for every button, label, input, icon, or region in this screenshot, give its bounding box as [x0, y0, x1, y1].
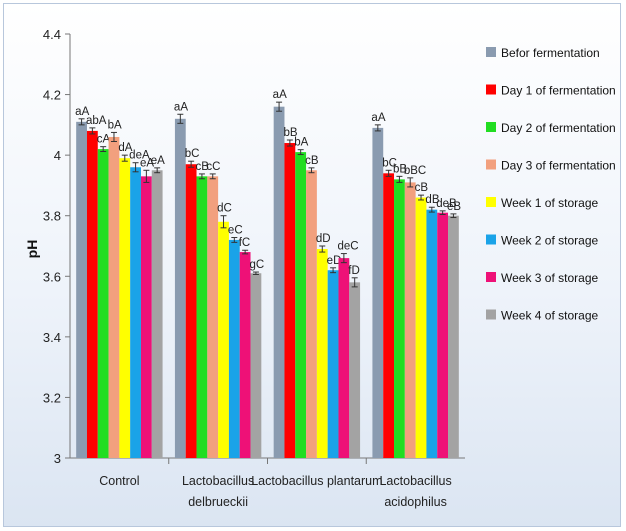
bar — [349, 282, 361, 458]
bar — [250, 273, 262, 458]
legend-swatch — [486, 197, 496, 207]
data-label: eA — [151, 155, 165, 167]
data-label: deA — [129, 150, 150, 162]
legend-label: Day 1 of fermentation — [501, 84, 616, 98]
data-label: abA — [86, 115, 107, 127]
data-label: eC — [228, 225, 243, 237]
legend-label: Week 2 of storage — [501, 234, 598, 248]
data-label: aA — [371, 112, 385, 124]
y-tick-label: 3.6 — [43, 269, 61, 284]
data-label: dC — [217, 203, 232, 215]
legend-swatch — [486, 234, 496, 245]
bar — [383, 173, 395, 459]
x-tick-label: Lactobacillus — [182, 474, 254, 488]
data-label: dB — [425, 194, 439, 206]
data-label: deB — [436, 198, 457, 210]
bar — [151, 170, 163, 459]
x-tick-label: Lactobacillus — [379, 474, 451, 488]
bar — [185, 164, 197, 458]
y-tick-label: 4.2 — [43, 88, 61, 103]
data-label: bB — [393, 163, 407, 175]
y-tick-label: 3.2 — [43, 390, 61, 405]
data-label: dD — [316, 233, 331, 245]
x-tick-label: acidophilus — [384, 495, 447, 509]
bar — [97, 149, 109, 459]
bar — [273, 106, 285, 458]
data-label: eA — [140, 157, 154, 169]
ph-bar-chart: 33.23.43.63.844.24.4pHaAabAcAbAdAdeAeAeA… — [24, 27, 616, 509]
data-label: cB — [305, 155, 319, 167]
bar — [327, 270, 339, 458]
data-label: cC — [206, 161, 220, 173]
data-label: fD — [348, 265, 360, 277]
data-label: bA — [294, 137, 308, 149]
y-tick-label: 4 — [54, 148, 61, 163]
bar — [130, 167, 141, 458]
data-label: aA — [273, 89, 287, 101]
data-label: eD — [327, 255, 342, 267]
bar — [284, 143, 296, 458]
bar — [394, 179, 405, 458]
legend-swatch — [486, 309, 496, 320]
data-label: bA — [108, 119, 122, 131]
bar — [437, 212, 449, 458]
data-label: dA — [118, 142, 132, 154]
bar — [306, 170, 317, 459]
bar — [196, 176, 208, 459]
bar — [108, 136, 120, 458]
data-label: cA — [97, 134, 111, 146]
bar — [86, 130, 98, 458]
y-axis-label: pH — [24, 240, 40, 259]
data-label: bC — [185, 148, 200, 160]
legend-label: Week 3 of storage — [501, 271, 598, 285]
data-label: bBC — [404, 165, 426, 177]
bar — [174, 118, 186, 459]
x-tick-label: Control — [99, 474, 139, 488]
bar — [140, 176, 152, 459]
data-label: aA — [75, 106, 89, 118]
y-tick-label: 4.4 — [43, 27, 61, 42]
data-label: cB — [196, 161, 210, 173]
legend-label: Befor fermentation — [501, 46, 600, 60]
legend-swatch — [486, 122, 496, 132]
legend-swatch — [486, 47, 496, 57]
x-tick-label: Lactobacillus plantarum — [251, 474, 382, 488]
bar — [295, 152, 307, 458]
chart-frame: 3 3.2 3.4 3.6 3.8 4 4.2 4.4 pH aA abA cA bA dA deA eA eA… — [3, 3, 621, 527]
bar — [218, 221, 229, 458]
plot-area: 33.23.43.63.844.24.4pHaAabAcAbAdAdeAeAeA… — [24, 27, 616, 509]
bar — [415, 197, 427, 459]
bar — [76, 121, 87, 458]
bar — [207, 176, 219, 459]
data-label: cB — [415, 182, 429, 194]
bar — [426, 209, 438, 458]
legend-label: Day 3 of fermentation — [501, 159, 616, 173]
y-tick-label: 3.4 — [43, 330, 61, 345]
bar — [338, 258, 350, 458]
data-label: aA — [174, 101, 188, 113]
bar — [316, 249, 328, 458]
bar — [404, 182, 416, 458]
y-tick-label: 3 — [54, 451, 61, 466]
bar — [119, 158, 131, 458]
legend-swatch — [486, 84, 496, 95]
bar — [372, 127, 384, 458]
data-label: bB — [283, 127, 297, 139]
legend-label: Week 1 of storage — [501, 196, 598, 210]
data-label: deC — [337, 241, 358, 253]
y-tick-label: 3.8 — [43, 209, 61, 224]
data-label: bC — [382, 157, 397, 169]
bar — [448, 215, 459, 458]
bar — [228, 239, 240, 458]
bar — [239, 252, 251, 458]
legend-label: Week 4 of storage — [501, 309, 598, 323]
data-label: fC — [239, 237, 251, 249]
legend-swatch — [486, 159, 496, 170]
x-tick-label: delbrueckii — [188, 495, 248, 509]
data-label: gC — [250, 259, 265, 271]
legend-label: Day 2 of fermentation — [501, 121, 616, 135]
data-label: eB — [447, 201, 461, 213]
legend-swatch — [486, 272, 496, 282]
